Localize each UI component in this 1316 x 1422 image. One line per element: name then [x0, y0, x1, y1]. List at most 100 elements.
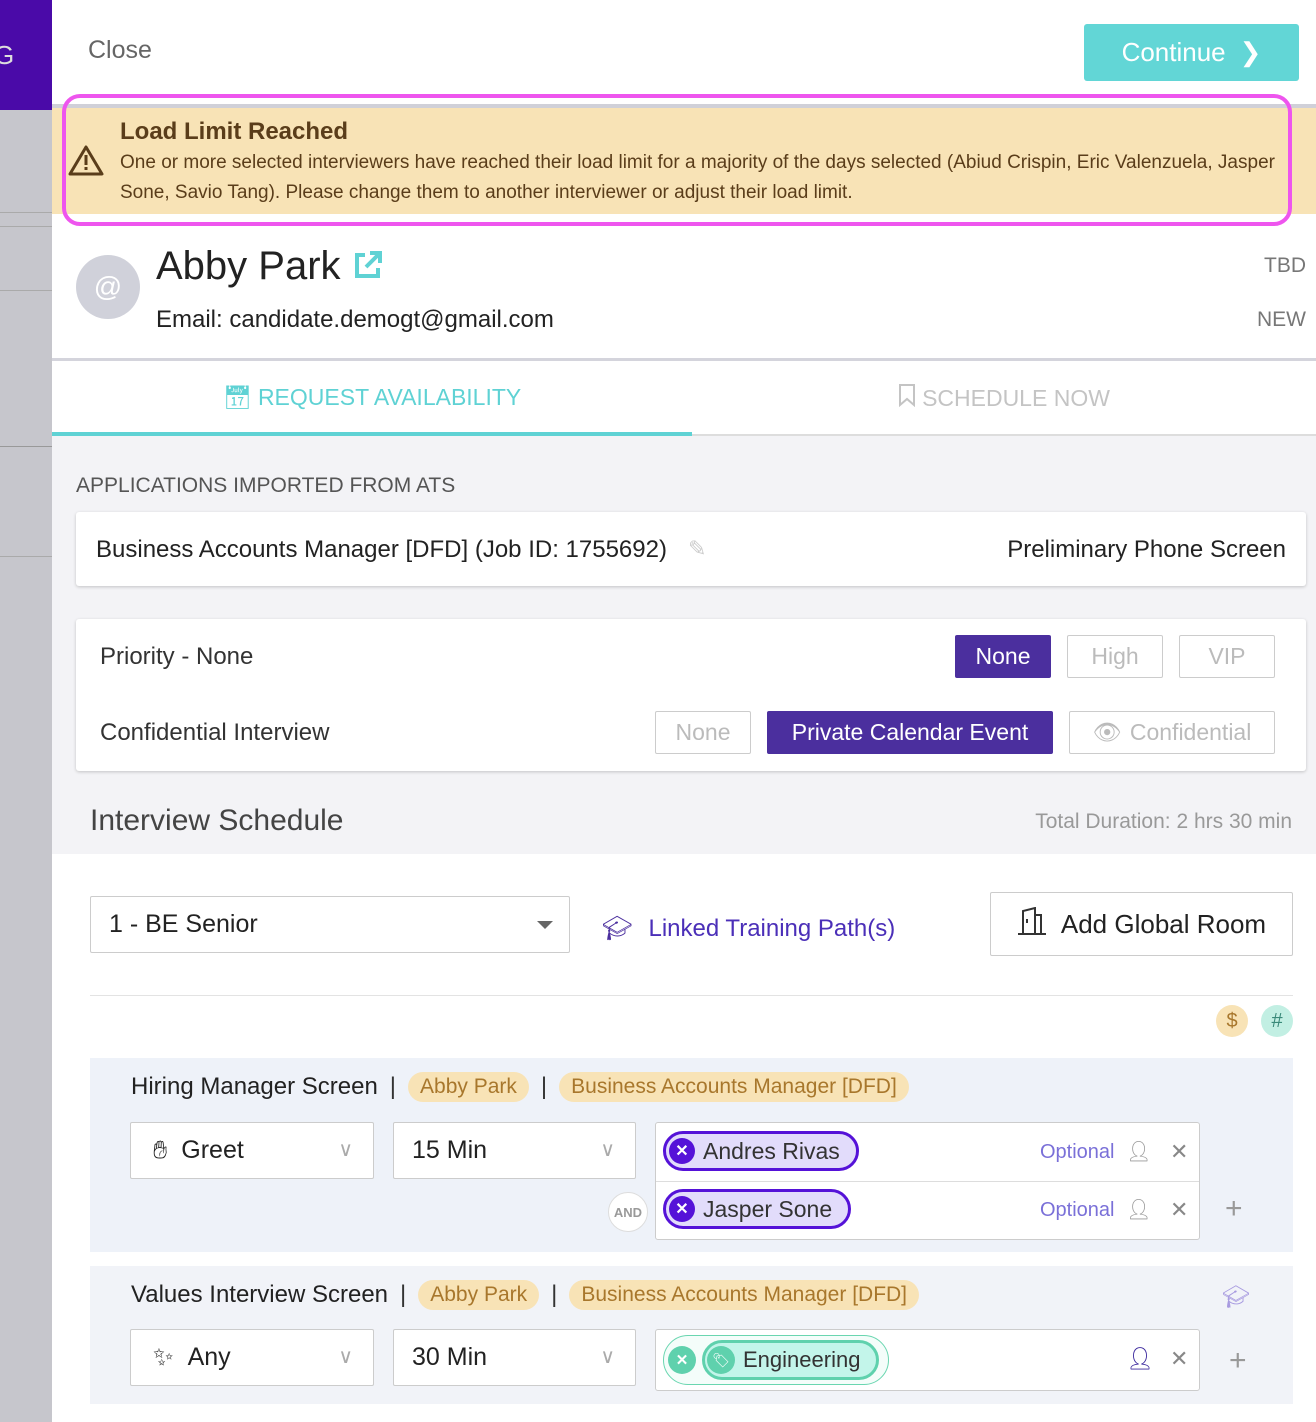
remove-icon[interactable]: ✕: [668, 1346, 696, 1374]
interview-name: Values Interview Screen: [131, 1281, 389, 1308]
continue-button[interactable]: Continue ❯: [1084, 24, 1299, 81]
candidate-pill: Abby Park: [408, 1072, 529, 1102]
close-button[interactable]: Close: [88, 36, 152, 64]
job-pill: Business Accounts Manager [DFD]: [559, 1072, 909, 1102]
alert-message: One or more selected interviewers have r…: [120, 152, 1275, 203]
add-global-room-button[interactable]: Add Global Room: [990, 892, 1293, 956]
remove-icon[interactable]: ✕: [1170, 1197, 1189, 1222]
add-interviewer-icon[interactable]: +: [1225, 1192, 1243, 1225]
template-value: 1 - BE Senior: [109, 910, 258, 938]
remove-icon[interactable]: ✕: [1170, 1346, 1189, 1371]
divider: [90, 995, 1293, 996]
separator: |: [551, 1281, 558, 1308]
avatar: @: [76, 255, 140, 319]
user-icon[interactable]: 👤︎: [1126, 1141, 1152, 1163]
tag-icon: 🏷︎: [707, 1346, 735, 1374]
continue-label: Continue: [1121, 37, 1226, 67]
divider: [0, 446, 52, 447]
cost-badge[interactable]: $: [1216, 1005, 1248, 1037]
interview-header: Hiring Manager Screen | Abby Park | Busi…: [131, 1072, 909, 1102]
building-icon: [1017, 906, 1047, 942]
tab-request-availability[interactable]: 📅︎ REQUEST AVAILABILITY: [52, 362, 692, 436]
eye-slash-icon: 👁︎: [1092, 719, 1122, 745]
confidential-none-button[interactable]: None: [655, 711, 751, 754]
interview-schedule-title: Interview Schedule: [90, 804, 344, 837]
confidential-button-label: Confidential: [1129, 719, 1252, 745]
interview-name: Hiring Manager Screen: [131, 1073, 378, 1100]
schedule-template-select[interactable]: 1 - BE Senior: [90, 896, 570, 953]
tab-label: REQUEST AVAILABILITY: [257, 383, 522, 410]
candidate-pill: Abby Park: [418, 1280, 540, 1310]
interview-type-select[interactable]: ✋︎ Greet ∨: [130, 1122, 374, 1179]
total-duration: Total Duration: 2 hrs 30 min: [1035, 810, 1292, 833]
divider: [656, 1181, 1199, 1182]
add-room-label: Add Global Room: [1060, 908, 1267, 939]
interviewer-pool: ✕ 🏷︎ Engineering 👤︎ ✕: [655, 1329, 1200, 1391]
remove-icon[interactable]: ✕: [669, 1138, 695, 1164]
graduation-cap-icon[interactable]: 🎓︎: [1222, 1284, 1250, 1309]
user-icon[interactable]: 👤︎: [1126, 1346, 1154, 1371]
remove-icon[interactable]: ✕: [1170, 1139, 1189, 1164]
warning-icon: [68, 144, 104, 181]
duration-select[interactable]: 30 Min ∨: [393, 1329, 636, 1386]
chevron-down-icon: ∨: [338, 1139, 353, 1161]
private-calendar-event-button[interactable]: Private Calendar Event: [767, 711, 1053, 754]
graduation-cap-icon: 🎓︎: [602, 915, 633, 942]
calendar-icon: 📅︎: [222, 383, 252, 410]
chevron-right-icon: ❯: [1239, 37, 1262, 67]
applications-heading: APPLICATIONS IMPORTED FROM ATS: [76, 474, 456, 497]
linked-label: Linked Training Path(s): [648, 914, 896, 942]
linked-training-paths-link[interactable]: 🎓︎ Linked Training Path(s): [602, 914, 895, 943]
divider: [0, 226, 52, 227]
priority-none-button[interactable]: None: [955, 635, 1051, 678]
load-limit-alert: [52, 104, 1316, 214]
caret-down-icon: [537, 921, 553, 937]
duration-select[interactable]: 15 Min ∨: [393, 1122, 636, 1179]
pool-name: Engineering: [743, 1347, 861, 1372]
type-value: Any: [187, 1343, 231, 1371]
priority-vip-button[interactable]: VIP: [1179, 635, 1275, 678]
edit-pencil-icon[interactable]: ✎: [688, 536, 707, 561]
magic-wand-icon: ✨︎: [153, 1343, 174, 1371]
priority-label: Priority - None: [100, 643, 254, 670]
priority-high-button[interactable]: High: [1067, 635, 1163, 678]
highlight-outline: [62, 94, 1292, 226]
application-card[interactable]: Business Accounts Manager [DFD] (Job ID:…: [76, 512, 1306, 586]
duration-value: 30 Min: [412, 1343, 488, 1371]
options-card: Priority - None None High VIP Confidenti…: [76, 619, 1306, 771]
confidential-button[interactable]: 👁︎ Confidential: [1069, 711, 1275, 754]
count-badge[interactable]: #: [1261, 1005, 1293, 1037]
sidebar-header: G: [0, 0, 52, 110]
chevron-down-icon: ∨: [338, 1346, 353, 1368]
confidential-label: Confidential Interview: [100, 719, 330, 746]
interview-stage: Preliminary Phone Screen: [1007, 536, 1286, 563]
pool-chip[interactable]: ✕ 🏷︎ Engineering: [663, 1335, 889, 1385]
interviewer-name: Jasper Sone: [703, 1195, 833, 1222]
interviewer-list: ✕ Andres Rivas Optional 👤︎ ✕ ✕ Jasper Sone…: [655, 1122, 1200, 1240]
separator: |: [389, 1073, 397, 1100]
optional-toggle[interactable]: Optional: [1040, 1141, 1115, 1163]
interview-header: Values Interview Screen | Abby Park | Bu…: [131, 1280, 920, 1310]
tab-label: SCHEDULE NOW: [922, 384, 1110, 411]
remove-icon[interactable]: ✕: [669, 1196, 695, 1222]
candidate-email: Email: candidate.demogt@gmail.com: [156, 306, 554, 333]
optional-toggle[interactable]: Optional: [1040, 1199, 1115, 1221]
interviewer-chip[interactable]: ✕ Jasper Sone: [663, 1189, 852, 1229]
external-link-icon[interactable]: [352, 246, 384, 291]
chevron-down-icon: ∨: [600, 1139, 615, 1161]
separator: |: [540, 1073, 548, 1100]
interviewer-name: Andres Rivas: [703, 1137, 840, 1164]
tab-schedule-now[interactable]: SCHEDULE NOW: [692, 362, 1316, 436]
alert-title: Load Limit Reached: [120, 118, 349, 145]
tag-pill: 🏷︎ Engineering: [702, 1340, 880, 1380]
add-interviewer-icon[interactable]: +: [1229, 1344, 1247, 1377]
divider: [0, 556, 52, 557]
hand-icon: ✋︎: [153, 1136, 168, 1164]
interviewer-chip[interactable]: ✕ Andres Rivas: [663, 1131, 859, 1171]
type-value: Greet: [181, 1136, 244, 1164]
candidate-name-text: Abby Park: [156, 244, 341, 288]
bookmark-icon: [898, 383, 916, 413]
interview-type-select[interactable]: ✨︎ Any ∨: [130, 1329, 374, 1386]
user-icon[interactable]: 👤︎: [1126, 1199, 1152, 1221]
divider: [52, 358, 1316, 361]
